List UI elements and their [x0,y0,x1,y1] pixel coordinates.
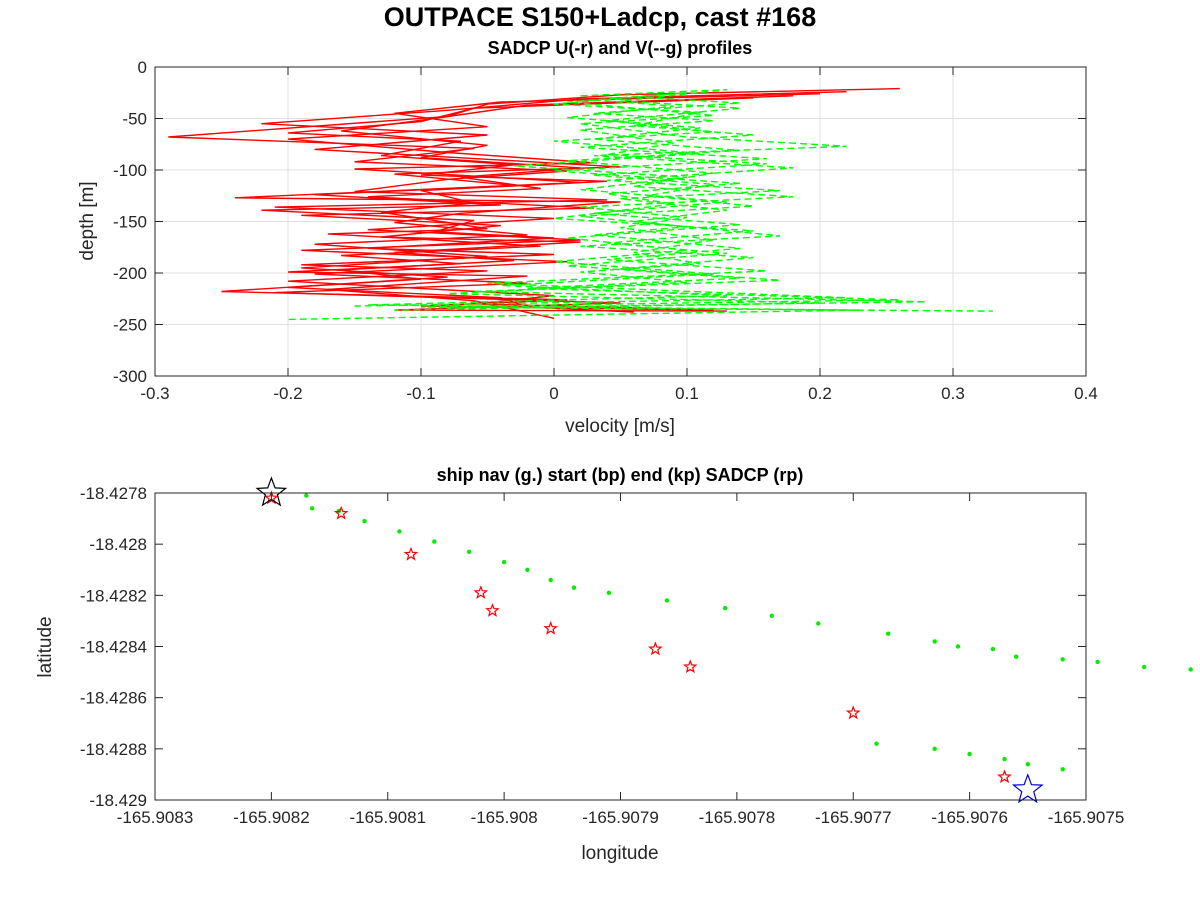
nav-ticks: -165.9083 -165.9082 -165.9081 -165.908 -165.… [80,484,1124,827]
nav-point [990,646,996,652]
profiles-ticks: -0.3 -0.2 -0.1 0 0.1 0.2 0.3 0.4 0 -50 -100 -150 -20… [113,58,1098,403]
nav-x-tick-label: -165.9075 [1048,808,1125,827]
nav-point [664,598,670,603]
nav-title: ship nav (g.) start (bp) end (kp) SADCP … [437,465,804,485]
nav-series [255,476,1193,804]
nav-point [1188,667,1193,672]
profiles-x-tick-label: 0.4 [1074,384,1098,403]
nav-y-tick-label: -18.4278 [80,484,147,503]
profiles-y-tick-label: -150 [113,213,147,232]
nav-point [467,549,472,554]
sadcp-star [648,641,663,656]
nav-ylabel: latitude [35,616,56,677]
profiles-series [168,87,993,321]
profiles-y-tick-label: -300 [113,367,147,386]
profiles-y-tick-label: -100 [113,161,147,180]
nav-xlabel: longitude [581,843,658,864]
nav-plot: -165.9083 -165.9082 -165.9081 -165.908 -165.… [35,465,1193,864]
sadcp-star [543,620,559,635]
nav-y-tick-label: -18.4284 [80,638,147,657]
nav-x-tick-label: -165.9078 [699,808,776,827]
u-profile-line [168,87,900,312]
nav-y-tick-label: -18.428 [89,535,147,554]
start-star [1011,773,1044,804]
profiles-plot: -0.3 -0.2 -0.1 0 0.1 0.2 0.3 0.4 0 -50 -100 -150 -20… [77,38,1098,437]
nav-x-tick-label: -165.9081 [349,808,426,827]
nav-point [769,613,774,618]
nav-x-tick-label: -165.9077 [815,808,892,827]
profiles-y-tick-label: -50 [122,110,147,129]
nav-point [1142,664,1147,670]
profiles-y-tick-label: -250 [113,316,147,335]
profiles-x-tick-label: -0.3 [140,384,169,403]
nav-y-tick-label: -18.4286 [80,689,147,708]
nav-x-tick-label: -165.9076 [931,808,1008,827]
nav-point [1025,762,1031,767]
v-profile-line [354,96,847,307]
nav-point [1060,657,1065,662]
u-profile-line [287,97,754,319]
profiles-x-tick-label: 0.3 [941,384,965,403]
nav-point [397,529,402,534]
profiles-x-tick-label: 0.2 [808,384,832,403]
nav-point [571,585,577,590]
nav-point [304,493,309,498]
profiles-x-tick-label: -0.2 [273,384,302,403]
nav-y-tick-label: -18.4282 [80,586,147,605]
nav-x-tick-label: -165.9079 [582,808,659,827]
nav-point [967,751,972,757]
nav-point [955,644,961,649]
sadcp-star [333,505,349,520]
nav-point [1095,659,1100,665]
profiles-y-tick-label: -200 [113,264,147,283]
profiles-ylabel: depth [m] [77,181,98,260]
nav-point [1014,654,1019,659]
nav-x-tick-label: -165.9083 [117,808,194,827]
sadcp-star [845,705,861,720]
nav-y-tick-label: -18.4288 [80,740,147,759]
nav-x-tick-label: -165.908 [471,808,538,827]
nav-point [874,741,879,746]
nav-plot-background [155,493,1086,800]
nav-point [501,559,507,565]
nav-point [362,518,367,524]
nav-point [1060,767,1065,772]
nav-point [525,567,530,572]
v-profile-line [394,99,821,311]
nav-point [606,590,612,595]
profiles-x-tick-label: -0.1 [406,384,435,403]
nav-point [548,577,553,583]
nav-point [932,639,937,644]
profiles-y-tick-label: 0 [138,58,147,77]
v-profile-line [447,94,927,309]
nav-y-tick-label: -18.429 [89,791,147,810]
profiles-x-tick-label: 0 [549,384,558,403]
sadcp-star [682,659,698,674]
figure-title: OUTPACE S150+Ladcp, cast #168 [383,2,817,32]
sadcp-star [473,585,489,600]
nav-point [886,631,891,636]
nav-point [309,506,315,511]
sadcp-star [997,769,1012,784]
nav-point [432,539,437,544]
profiles-title: SADCP U(-r) and V(--g) profiles [488,38,753,58]
nav-point [1002,756,1007,762]
profiles-xlabel: velocity [m/s] [565,416,675,437]
nav-x-tick-label: -165.9082 [233,808,310,827]
nav-point [932,746,937,751]
sadcp-star [403,546,419,561]
sadcp-star [485,603,500,617]
profiles-x-tick-label: 0.1 [675,384,699,403]
nav-point [723,605,728,611]
nav-point [816,621,821,626]
